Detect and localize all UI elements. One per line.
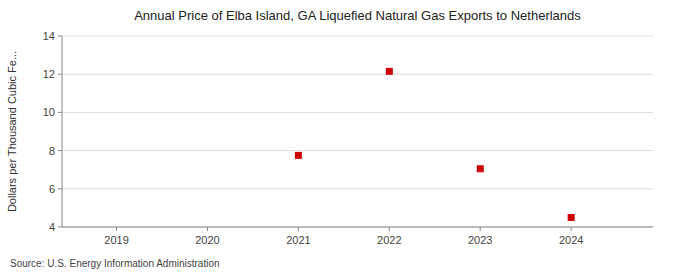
- y-tick: [58, 188, 62, 189]
- point: [386, 68, 393, 75]
- x-tick-label: 2022: [377, 234, 401, 246]
- y-axis-line: [62, 36, 63, 227]
- chart-container: Annual Price of Elba Island, GA Liquefie…: [0, 0, 675, 275]
- point: [295, 152, 302, 159]
- y-tick: [58, 150, 62, 151]
- x-tick: [571, 227, 572, 231]
- grid-line: [62, 150, 653, 151]
- grid: [62, 36, 653, 227]
- x-axis-line: [62, 227, 653, 228]
- grid-line: [62, 188, 653, 189]
- grid-line: [62, 227, 653, 228]
- x-tick: [298, 227, 299, 231]
- y-tick-label: 8: [49, 145, 55, 157]
- x-tick-label: 2023: [468, 234, 492, 246]
- y-tick: [58, 36, 62, 37]
- x-tick: [116, 227, 117, 231]
- x-tick-label: 2021: [286, 234, 310, 246]
- y-tick: [58, 74, 62, 75]
- y-tick-label: 10: [43, 106, 55, 118]
- y-axis-label: Dollars per Thousand Cubic Fe...: [6, 51, 18, 212]
- grid-line: [62, 36, 653, 37]
- y-tick-label: 14: [43, 30, 55, 42]
- x-tick: [389, 227, 390, 231]
- axes: 4 6 8 10 12 14 2019 2020 2021 2022 2023 2024: [43, 30, 653, 246]
- annotation: Source: U.S. Energy Information Administ…: [10, 258, 220, 269]
- grid-line: [62, 74, 653, 75]
- y-tick-label: 6: [49, 183, 55, 195]
- x-tick-label: 2019: [104, 234, 128, 246]
- y-tick: [58, 112, 62, 113]
- point: [477, 165, 484, 172]
- y-tick: [58, 227, 62, 228]
- points: [295, 68, 575, 221]
- x-tick: [207, 227, 208, 231]
- title: Annual Price of Elba Island, GA Liquefie…: [134, 8, 581, 23]
- grid-line: [62, 112, 653, 113]
- y-tick-label: 12: [43, 68, 55, 80]
- x-tick-label: 2020: [195, 234, 219, 246]
- x-tick-label: 2024: [559, 234, 583, 246]
- x-tick: [480, 227, 481, 231]
- point: [568, 214, 575, 221]
- chart: Annual Price of Elba Island, GA Liquefie…: [0, 0, 675, 275]
- y-tick-label: 4: [49, 221, 55, 233]
